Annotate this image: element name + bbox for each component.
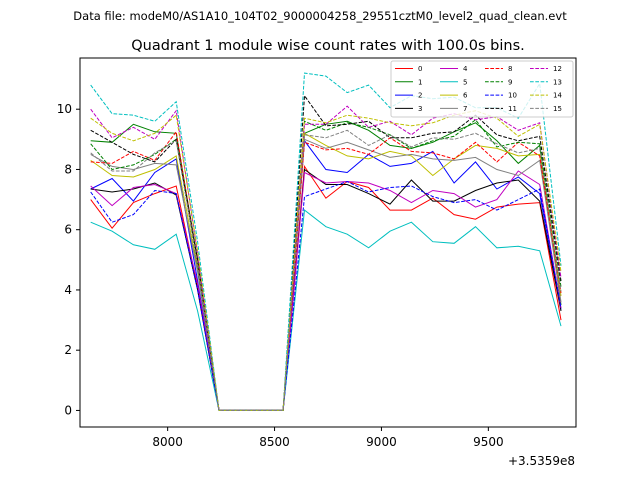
series-line-11	[90, 94, 562, 411]
y-axis: 0 2 4 6 8 10	[57, 102, 80, 417]
chart-title: Quadrant 1 module wise count rates with …	[131, 38, 525, 54]
series-line-4	[90, 170, 562, 411]
series-line-2	[90, 139, 562, 411]
series-line-15	[90, 129, 562, 411]
series-line-9	[90, 119, 562, 411]
legend-label-1: 1	[418, 78, 422, 86]
x-tick-label: 8000	[152, 435, 183, 449]
legend-label-5: 5	[463, 78, 467, 86]
plot-area	[90, 72, 562, 411]
x-offset-label: +3.5359e8	[508, 454, 575, 468]
series-line-1	[90, 120, 562, 411]
series-line-0	[90, 164, 562, 411]
y-tick-label: 0	[64, 403, 72, 417]
legend-label-6: 6	[463, 92, 468, 100]
series-line-3	[90, 168, 562, 411]
legend-label-14: 14	[553, 92, 562, 100]
y-tick-label: 2	[64, 343, 72, 357]
legend-label-11: 11	[508, 105, 517, 113]
series-line-12	[90, 105, 562, 411]
series-line-7	[90, 138, 562, 411]
legend-label-4: 4	[463, 65, 468, 73]
series-line-5	[90, 209, 562, 411]
legend-label-8: 8	[508, 65, 512, 73]
legend-label-12: 12	[553, 65, 562, 73]
y-tick-label: 8	[64, 162, 72, 176]
series-line-8	[90, 130, 562, 411]
legend-label-0: 0	[418, 65, 422, 73]
legend-label-9: 9	[508, 78, 512, 86]
y-tick-label: 10	[57, 102, 72, 116]
legend-label-7: 7	[463, 105, 467, 113]
chart-suptitle: Data file: modeM0/AS1A10_104T02_90000042…	[73, 9, 567, 23]
x-axis: 8000 8500 9000 9500	[152, 427, 504, 449]
legend-label-15: 15	[553, 105, 562, 113]
y-tick-label: 4	[64, 283, 72, 297]
legend-label-13: 13	[553, 78, 562, 86]
legend-label-10: 10	[508, 92, 517, 100]
series-line-6	[90, 132, 562, 411]
x-tick-label: 9000	[366, 435, 397, 449]
legend-box	[390, 60, 574, 118]
x-tick-label: 9500	[473, 435, 504, 449]
legend-label-2: 2	[418, 92, 422, 100]
legend-label-3: 3	[418, 105, 422, 113]
x-tick-label: 8500	[259, 435, 290, 449]
series-line-10	[90, 180, 562, 411]
y-tick-label: 6	[64, 223, 72, 237]
plot-frame	[79, 57, 577, 428]
